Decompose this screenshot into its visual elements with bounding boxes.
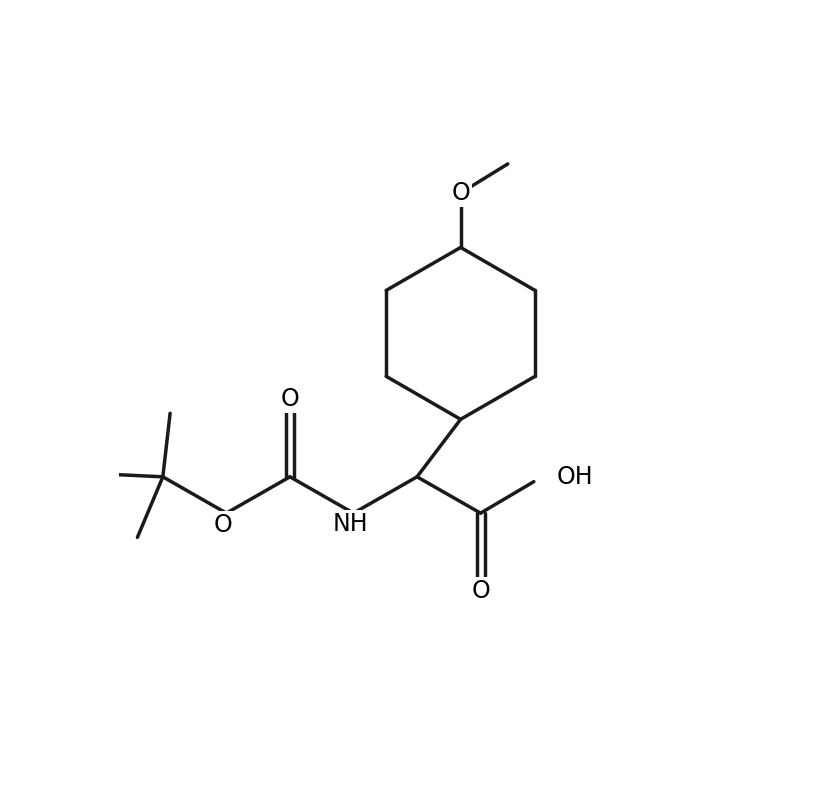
Text: O: O: [280, 387, 299, 411]
Text: O: O: [471, 578, 490, 603]
Text: O: O: [214, 513, 233, 538]
Text: OH: OH: [556, 465, 593, 489]
Text: NH: NH: [333, 512, 368, 536]
Text: O: O: [451, 181, 470, 205]
